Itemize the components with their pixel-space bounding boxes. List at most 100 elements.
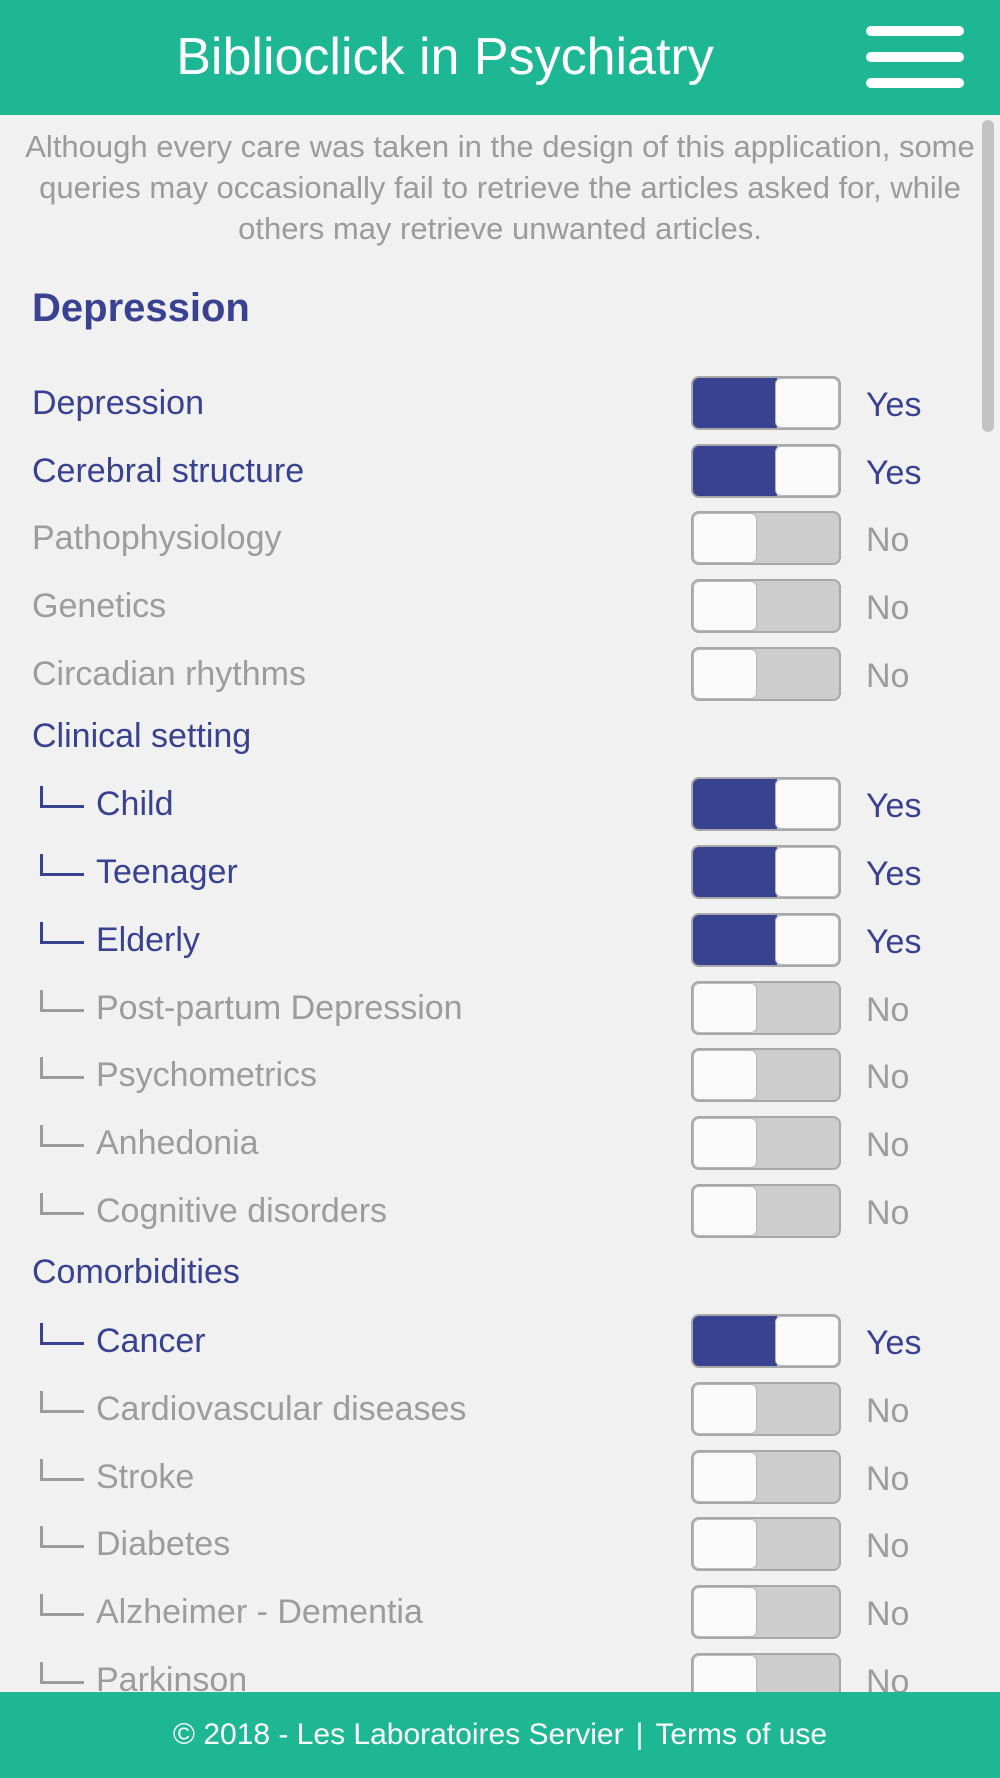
toggle-switch[interactable]: [691, 376, 841, 430]
toggle-fill: [693, 1316, 777, 1366]
toggle-fill: [693, 779, 777, 829]
toggle-switch[interactable]: [691, 1450, 841, 1504]
toggle-switch[interactable]: [691, 1048, 841, 1102]
toggle-state-label: No: [866, 1194, 910, 1232]
toggle-state-label: No: [866, 1460, 910, 1498]
toggle-knob: [775, 446, 839, 496]
toggle-switch[interactable]: [691, 845, 841, 899]
toggle-knob: [693, 513, 757, 563]
toggle-switch[interactable]: [691, 777, 841, 831]
toggle-state-label: No: [866, 1392, 910, 1430]
tree-branch-icon: [40, 1459, 84, 1481]
toggle-state-label: Yes: [866, 454, 922, 492]
hamburger-menu-icon[interactable]: [866, 26, 964, 88]
toggle-knob: [775, 378, 839, 428]
toggle-knob: [775, 779, 839, 829]
toggle-state-label: Yes: [866, 1324, 922, 1362]
filter-row-cognitive-disorders: Cognitive disorders No: [0, 1180, 1000, 1242]
footer-separator: |: [635, 1718, 644, 1751]
filter-row-pathophysiology: Pathophysiology No: [0, 507, 1000, 569]
filter-row-child: Child Yes: [0, 773, 1000, 835]
filter-label: Elderly: [96, 921, 200, 959]
toggle-switch[interactable]: [691, 444, 841, 498]
tree-branch-icon: [40, 1057, 84, 1079]
tree-branch-icon: [40, 1391, 84, 1413]
filter-row-stroke: Stroke No: [0, 1446, 1000, 1508]
tree-branch-icon: [40, 1594, 84, 1616]
toggle-knob: [775, 1316, 839, 1366]
app-header: Biblioclick in Psychiatry: [0, 0, 1000, 115]
filter-row-anhedonia: Anhedonia No: [0, 1112, 1000, 1174]
toggle-knob: [693, 1452, 757, 1502]
filter-row-circadian-rhythms: Circadian rhythms No: [0, 643, 1000, 705]
toggle-fill: [693, 915, 777, 965]
toggle-switch[interactable]: [691, 1382, 841, 1436]
filter-label: Stroke: [96, 1458, 195, 1496]
app-footer: © 2018 - Les Laboratoires Servier | Terms …: [0, 1692, 1000, 1778]
toggle-switch[interactable]: [691, 511, 841, 565]
scrollbar[interactable]: [982, 120, 994, 432]
toggle-fill: [693, 446, 777, 496]
filter-row-genetics: Genetics No: [0, 575, 1000, 637]
toggle-knob: [693, 1519, 757, 1569]
toggle-knob: [693, 1384, 757, 1434]
tree-branch-icon: [40, 854, 84, 876]
filter-label: Cerebral structure: [32, 452, 305, 490]
toggle-knob: [693, 1050, 757, 1100]
filter-row-post-partum-depression: Post-partum Depression No: [0, 977, 1000, 1039]
toggle-switch[interactable]: [691, 1184, 841, 1238]
filter-label: Cardiovascular diseases: [96, 1390, 467, 1428]
tree-branch-icon: [40, 1125, 84, 1147]
toggle-knob: [693, 581, 757, 631]
filter-row-teenager: Teenager Yes: [0, 841, 1000, 903]
filter-label: Child: [96, 785, 174, 823]
filter-row-cerebral-structure: Cerebral structure Yes: [0, 440, 1000, 502]
toggle-state-label: No: [866, 1126, 910, 1164]
filter-row-alzheimer-dementia: Alzheimer - Dementia No: [0, 1581, 1000, 1643]
filter-label: Teenager: [96, 853, 238, 891]
tree-branch-icon: [40, 1662, 84, 1684]
toggle-switch[interactable]: [691, 981, 841, 1035]
tree-branch-icon: [40, 1193, 84, 1215]
toggle-state-label: Yes: [866, 787, 922, 825]
filter-label: Cognitive disorders: [96, 1192, 388, 1230]
toggle-knob: [775, 915, 839, 965]
filter-row-cancer: Cancer Yes: [0, 1310, 1000, 1372]
filter-label: Pathophysiology: [32, 519, 282, 557]
filter-row-psychometrics: Psychometrics No: [0, 1044, 1000, 1106]
filter-label: Alzheimer - Dementia: [96, 1593, 423, 1631]
filter-label: Diabetes: [96, 1525, 231, 1563]
toggle-switch[interactable]: [691, 579, 841, 633]
toggle-switch[interactable]: [691, 913, 841, 967]
toggle-state-label: Yes: [866, 855, 922, 893]
section-title: Depression: [32, 286, 250, 330]
toggle-knob: [693, 649, 757, 699]
filter-label: Circadian rhythms: [32, 655, 306, 693]
disclaimer-text: Although every care was taken in the des…: [25, 129, 975, 246]
filter-row-diabetes: Diabetes No: [0, 1513, 1000, 1575]
toggle-switch[interactable]: [691, 1116, 841, 1170]
toggle-fill: [693, 378, 777, 428]
toggle-state-label: No: [866, 1058, 910, 1096]
filter-label: Psychometrics: [96, 1056, 318, 1094]
filter-label: Depression: [32, 384, 204, 422]
toggle-state-label: No: [866, 1527, 910, 1565]
toggle-switch[interactable]: [691, 1314, 841, 1368]
group-label-comorbidities: Comorbidities: [32, 1253, 240, 1291]
toggle-knob: [693, 1118, 757, 1168]
toggle-state-label: Yes: [866, 923, 922, 961]
toggle-switch[interactable]: [691, 647, 841, 701]
copyright-text: © 2018 - Les Laboratoires Servier: [172, 1718, 624, 1751]
filter-row-depression: Depression Yes: [0, 372, 1000, 434]
toggle-switch[interactable]: [691, 1517, 841, 1571]
toggle-knob: [693, 1587, 757, 1637]
tree-branch-icon: [40, 786, 84, 808]
toggle-knob: [693, 1186, 757, 1236]
tree-branch-icon: [40, 1526, 84, 1548]
filter-label: Cancer: [96, 1322, 206, 1360]
group-label-clinical-setting: Clinical setting: [32, 717, 252, 755]
terms-of-use-link[interactable]: Terms of use: [655, 1718, 828, 1751]
toggle-switch[interactable]: [691, 1585, 841, 1639]
toggle-fill: [693, 847, 777, 897]
tree-branch-icon: [40, 990, 84, 1012]
